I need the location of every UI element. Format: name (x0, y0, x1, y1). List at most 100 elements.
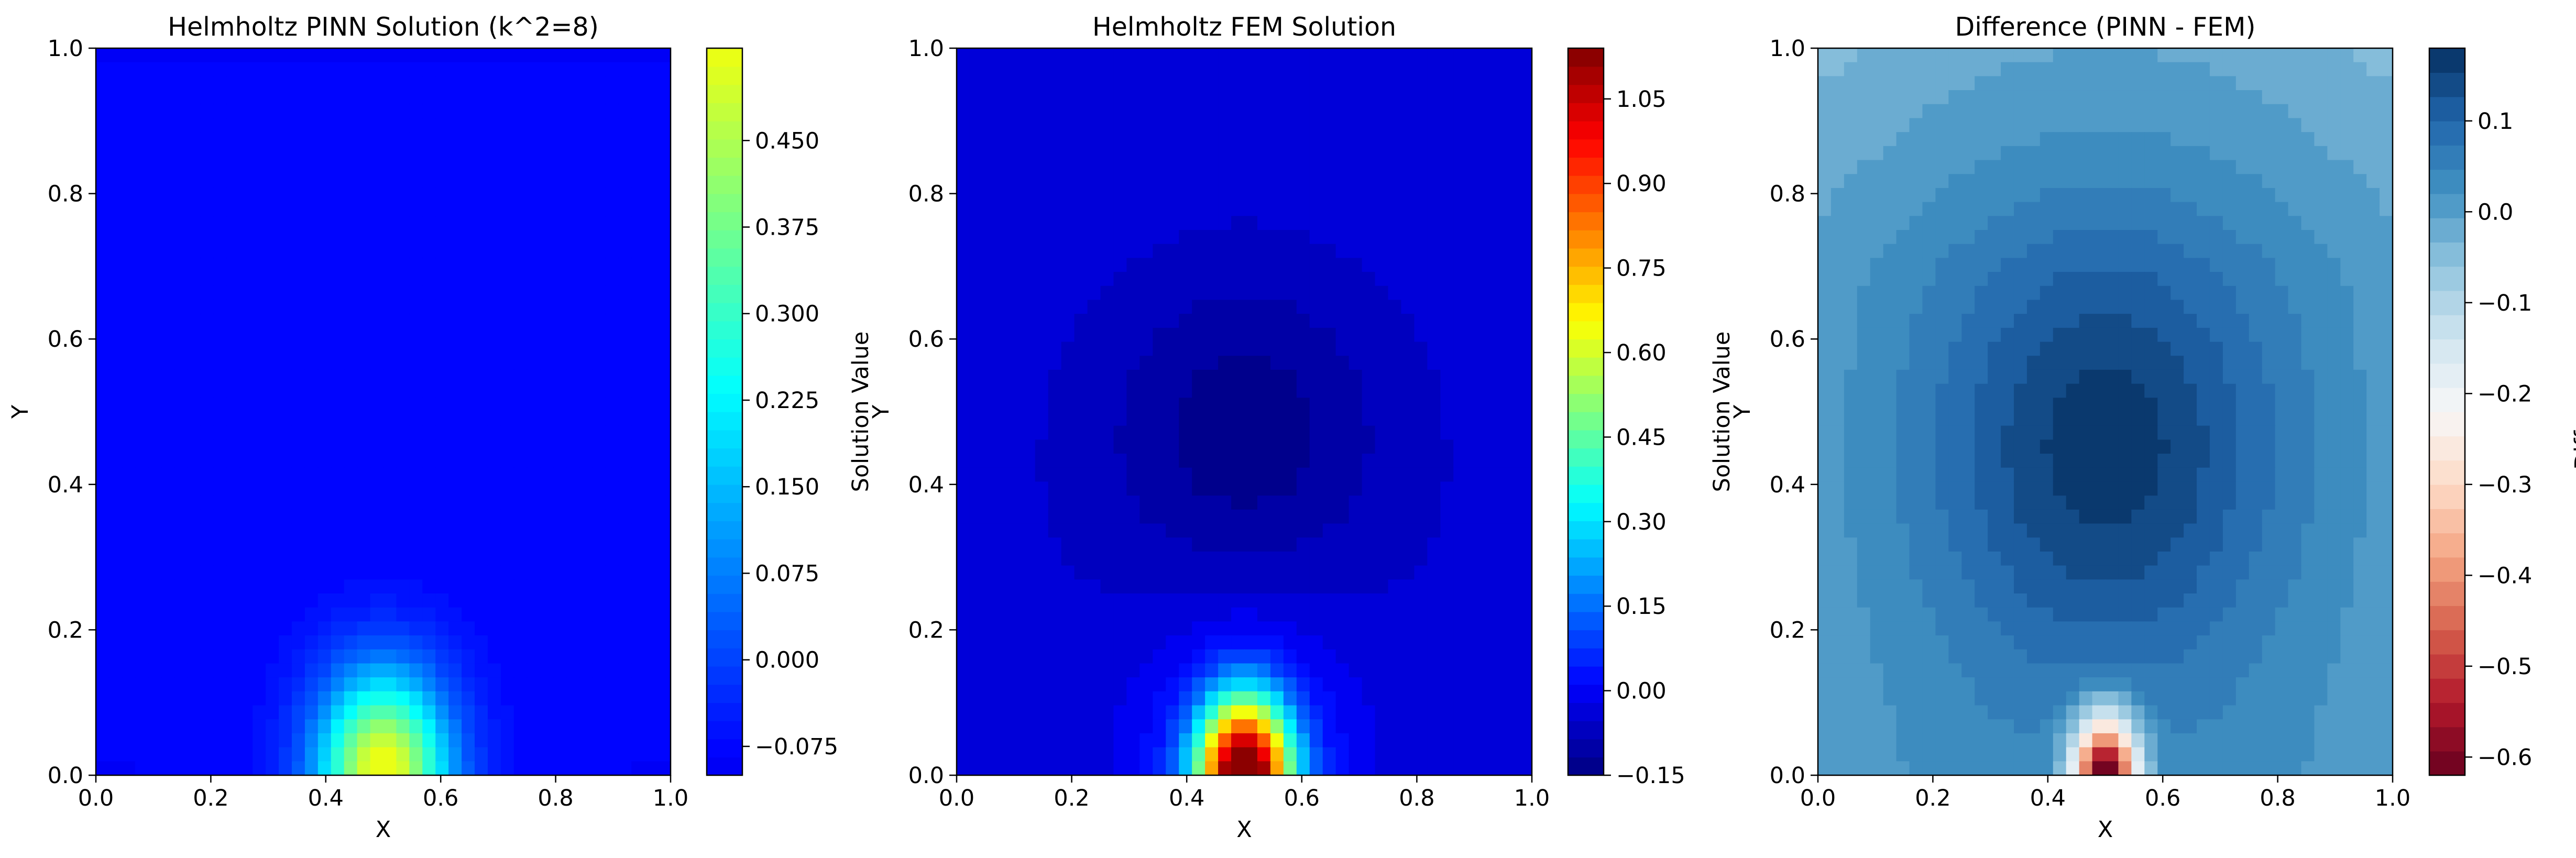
heatmap-cell (527, 202, 541, 217)
heatmap-cell (2209, 90, 2223, 105)
heatmap-cell (462, 551, 475, 566)
heatmap-cell (96, 705, 109, 720)
heatmap-cell (1493, 621, 1506, 636)
heatmap-cell (631, 677, 645, 692)
heatmap-cell (1466, 677, 1480, 692)
heatmap-cell (1322, 621, 1336, 636)
heatmap-cell (422, 202, 436, 217)
heatmap-cell (1022, 356, 1036, 370)
heatmap-cell (317, 761, 332, 776)
heatmap-cell (279, 216, 292, 230)
heatmap-cell (1113, 188, 1127, 203)
heatmap-cell (187, 454, 201, 468)
heatmap-cell (383, 733, 397, 748)
heatmap-cell (1218, 230, 1232, 245)
heatmap-cell (475, 481, 488, 496)
heatmap-cell (370, 258, 384, 272)
heatmap-cell (1362, 314, 1376, 328)
heatmap-cell (1519, 90, 1532, 105)
colorbar-band (1568, 484, 1604, 503)
heatmap-cell (631, 216, 645, 230)
heatmap-cell (2118, 62, 2132, 77)
heatmap-cell (96, 523, 109, 538)
heatmap-cell (1244, 551, 1258, 566)
heatmap-cell (644, 356, 658, 370)
heatmap-cell (435, 188, 449, 203)
heatmap-cell (579, 425, 593, 441)
heatmap-cell (1192, 705, 1205, 720)
heatmap-cell (422, 244, 436, 259)
heatmap-cell (1818, 62, 1832, 77)
heatmap-cell (253, 202, 266, 217)
heatmap-cell (200, 635, 214, 650)
heatmap-cell (513, 314, 528, 328)
heatmap-cell (1453, 258, 1467, 272)
heatmap-cell (1126, 425, 1141, 441)
heatmap-cell (592, 621, 606, 636)
heatmap-cell (1270, 412, 1284, 426)
heatmap-cell (200, 733, 214, 748)
heatmap-cell (253, 258, 266, 272)
heatmap-cell (422, 258, 436, 272)
heatmap-cell (500, 467, 514, 482)
heatmap-cell (2275, 62, 2289, 77)
heatmap-cell (1087, 398, 1101, 412)
heatmap-cell (435, 412, 449, 426)
heatmap-cell (566, 607, 580, 622)
heatmap-cell (344, 244, 358, 259)
heatmap-cell (1231, 398, 1245, 412)
heatmap-cell (370, 146, 384, 161)
heatmap-cell (357, 467, 371, 482)
colorbar-band (707, 48, 742, 67)
heatmap-cell (527, 230, 541, 245)
heatmap-cell (618, 76, 632, 91)
heatmap-cell (279, 356, 292, 370)
heatmap-cell (1035, 146, 1049, 161)
heatmap-cell (409, 565, 423, 580)
heatmap-cell (291, 747, 305, 762)
heatmap-cell (592, 467, 606, 482)
heatmap-cell (1296, 649, 1310, 664)
heatmap-cell (631, 593, 645, 608)
heatmap-cell (148, 425, 162, 441)
heatmap-cell (1401, 481, 1415, 496)
colorbar-tick-label: 0.450 (755, 128, 819, 154)
heatmap-cell (995, 467, 1010, 482)
heatmap-cell (187, 118, 201, 133)
heatmap-cell (462, 300, 475, 314)
heatmap-cell (304, 174, 319, 189)
heatmap-cell (1296, 481, 1310, 496)
heatmap-cell (239, 90, 253, 105)
heatmap-cell (435, 579, 449, 594)
heatmap-cell (213, 509, 227, 524)
heatmap-cell (957, 551, 970, 566)
heatmap-cell (1349, 412, 1363, 426)
heatmap-cell (1022, 467, 1036, 482)
heatmap-cell (1909, 48, 1923, 63)
heatmap-cell (1087, 258, 1101, 272)
heatmap-cell (1401, 467, 1415, 482)
heatmap-cell (995, 356, 1010, 370)
heatmap-cell (1139, 439, 1154, 454)
heatmap-cell (1335, 230, 1350, 245)
heatmap-cell (1296, 439, 1310, 454)
heatmap-cell (1440, 607, 1454, 622)
heatmap-cell (409, 705, 423, 720)
heatmap-cell (475, 705, 488, 720)
heatmap-cell (1087, 146, 1101, 161)
heatmap-cell (1205, 174, 1219, 189)
heatmap-cell (500, 398, 514, 412)
heatmap-cell (527, 244, 541, 259)
heatmap-cell (1349, 467, 1363, 482)
y-tick-label: 0.8 (48, 181, 83, 207)
heatmap-cell (969, 62, 983, 77)
heatmap-cell (1257, 523, 1271, 538)
heatmap-cell (1322, 398, 1336, 412)
heatmap-cell (1113, 607, 1127, 622)
heatmap-cell (266, 761, 279, 776)
heatmap-cell (1218, 62, 1232, 77)
heatmap-cell (1349, 691, 1363, 706)
heatmap-cell (1061, 244, 1075, 259)
heatmap-cell (187, 467, 201, 482)
heatmap-cell (1113, 174, 1127, 189)
